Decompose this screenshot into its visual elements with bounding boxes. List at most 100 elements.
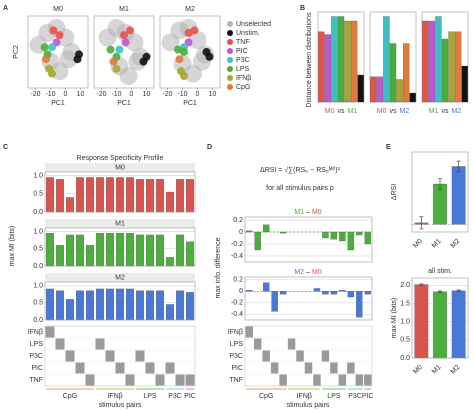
y-tick-label: 2.0 — [400, 282, 410, 289]
group-name: M1 — [429, 108, 439, 115]
pair-cell — [65, 350, 75, 362]
bar — [428, 20, 436, 103]
group-name: M2 — [452, 108, 462, 115]
panel-label: B — [300, 5, 305, 12]
x-tick-label: -10 — [111, 91, 121, 98]
panel-label-text: M0 vs M2 — [377, 108, 410, 115]
pair-cell — [279, 374, 287, 386]
matrix-group-label: IFNβ — [297, 393, 312, 400]
facet-title: M1 — [119, 6, 129, 13]
panel-label-text: M1 vs M2 — [429, 108, 462, 115]
plot-frame — [93, 15, 155, 89]
matrix-group-label: P3C — [348, 393, 362, 400]
plot-frame — [411, 277, 469, 359]
scatter-point — [106, 45, 115, 54]
error-bar — [419, 216, 424, 230]
y-axis-label: max MI (bits) — [391, 298, 398, 338]
y-tick-label: 0.5 — [33, 191, 43, 198]
pair-cell — [304, 362, 313, 374]
pair-cell — [270, 362, 279, 374]
scatter-point — [40, 43, 49, 52]
plot-frame — [44, 281, 196, 321]
x-tick-label: -20 — [96, 91, 106, 98]
bar — [126, 177, 134, 213]
scatter-point — [109, 57, 118, 66]
bar — [176, 290, 184, 321]
legend-swatch — [227, 30, 233, 36]
plot-frame — [244, 276, 373, 321]
pair-cell — [185, 374, 195, 386]
bar — [318, 31, 325, 103]
bar — [116, 288, 124, 321]
bar — [364, 291, 371, 295]
legend-label: P3C — [236, 57, 250, 64]
pair-cell — [145, 362, 155, 374]
bar — [96, 233, 104, 267]
pair-cell — [135, 350, 145, 362]
scatter-point — [188, 31, 207, 49]
x-tick-label: 10 — [77, 91, 85, 98]
legend-label: TNF — [236, 39, 250, 46]
bar — [166, 191, 174, 213]
bar — [435, 16, 442, 103]
strip — [45, 273, 195, 282]
bar — [66, 197, 74, 213]
bar — [347, 231, 355, 251]
legend-label: LPS — [236, 66, 250, 73]
legend-swatch — [227, 21, 233, 27]
pair-cell — [253, 338, 262, 350]
bar — [146, 290, 154, 321]
bar — [279, 231, 287, 234]
bar — [324, 34, 332, 103]
scatter-point — [205, 52, 214, 61]
pair-cell — [165, 362, 175, 374]
bar — [66, 299, 74, 321]
bar — [176, 234, 184, 267]
error-bar — [456, 289, 461, 292]
facet-title: M2 — [185, 6, 195, 13]
matrix-group-label: PIC — [184, 393, 196, 400]
x-tick-label: -20 — [162, 91, 172, 98]
bar — [262, 282, 270, 292]
title-part: M2 — [294, 269, 304, 276]
x-axis-label: PC1 — [51, 100, 65, 107]
bar — [339, 290, 346, 292]
y-tick-label: -0.4 — [231, 253, 243, 260]
pair-cell — [347, 362, 355, 374]
title-part: M0 — [312, 209, 322, 216]
y-tick-label: 0.2 — [233, 277, 243, 284]
pair-cell — [95, 338, 105, 350]
scatter-point — [142, 52, 151, 61]
scatter-point — [126, 26, 134, 35]
matrix-group-label: LPS — [327, 393, 341, 400]
legend-label: Unstim. — [236, 30, 260, 37]
bar — [46, 177, 54, 213]
bar — [330, 231, 338, 240]
matrix-group-label: LPS — [143, 393, 157, 400]
pair-cell — [296, 350, 304, 362]
matrix-group-label: P3C — [168, 393, 182, 400]
matrix-row-label: IFNβ — [228, 329, 243, 336]
scatter-point — [180, 48, 188, 56]
y-tick-label: 1.0 — [400, 318, 410, 325]
panel-title: M2 — [115, 274, 125, 281]
group-name: M0 — [325, 108, 335, 115]
legend-label: CpG — [236, 84, 250, 91]
group-name: M2 — [400, 108, 410, 115]
legend-label: IFNβ — [236, 75, 251, 82]
bar — [422, 20, 429, 103]
formula: ΔRSI = √∑(RSₚ − RSₚᴹ⁰)² — [260, 166, 341, 174]
vs-text: vs — [390, 108, 398, 115]
matrix-row-label: PIC — [31, 365, 43, 372]
matrix-row-label: IFNβ — [28, 329, 43, 336]
scatter-point — [190, 26, 199, 35]
bar — [76, 177, 84, 213]
bar — [451, 166, 466, 225]
plot-frame — [44, 227, 196, 267]
x-tick-label: -10 — [177, 91, 187, 98]
vs-text: vs — [442, 108, 450, 115]
bar — [254, 231, 261, 251]
bar — [86, 290, 94, 321]
matrix-row-label: LPS — [230, 341, 244, 348]
